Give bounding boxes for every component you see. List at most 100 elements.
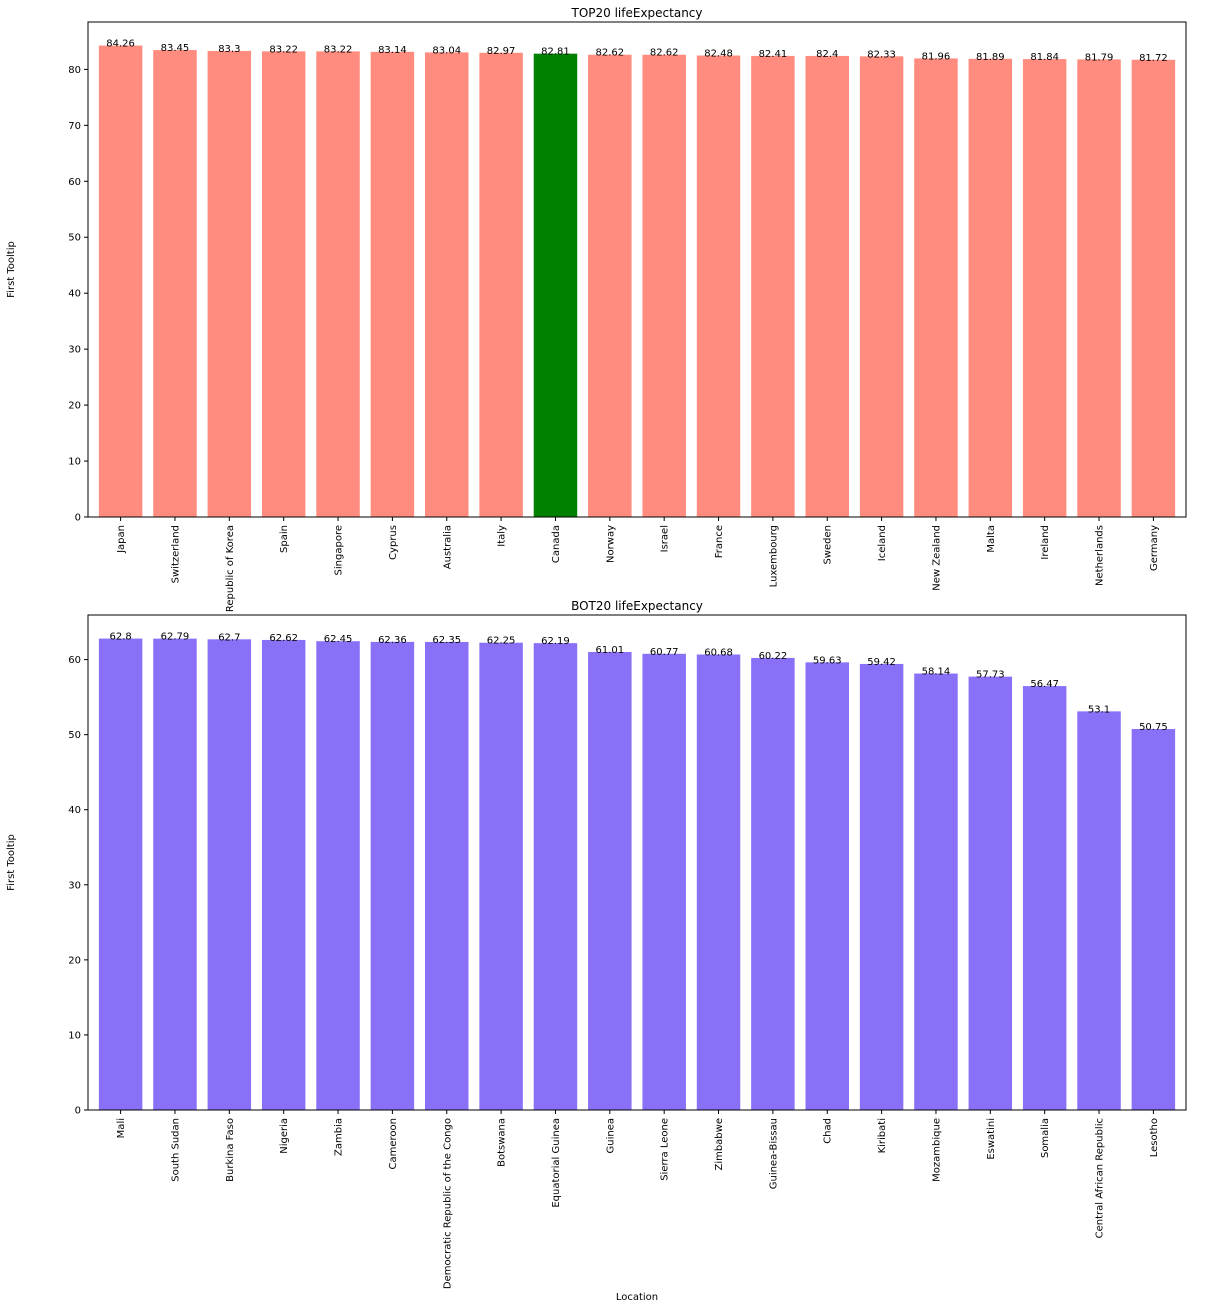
bar (968, 58, 1013, 518)
bar (642, 653, 686, 1110)
bar (588, 54, 632, 517)
top20-chart: TOP20 lifeExpectancy First Tooltip 0 10 20… (6, 6, 1187, 612)
bar (533, 643, 578, 1110)
x-tick-label: South Sudan (170, 1118, 181, 1182)
x-tick-label: Canada (551, 525, 562, 563)
y-tick-label: 50 (68, 233, 81, 244)
y-tick-label: 10 (68, 1030, 81, 1041)
bar-value-label: 82.48 (704, 49, 733, 60)
y-tick-label: 10 (68, 457, 81, 468)
bar (859, 663, 904, 1110)
bar (751, 657, 795, 1110)
x-tick-label: Zambia (334, 1118, 345, 1156)
x-tick-label: Central African Republic (1095, 1118, 1106, 1238)
bar-value-label: 61.01 (596, 645, 625, 656)
bar-value-label: 60.68 (704, 647, 733, 658)
bar-value-label: 60.22 (759, 651, 788, 662)
x-tick-label: Democratic Republic of the Congo (442, 1118, 453, 1289)
bar-value-label: 83.45 (161, 43, 190, 54)
bars (98, 638, 1176, 1110)
bar-value-label: 59.42 (867, 657, 896, 668)
x-tick-label: Luxembourg (768, 525, 779, 587)
plot-frame (87, 21, 1187, 518)
bar-value-label: 81.79 (1085, 52, 1114, 63)
x-tick-label: Singapore (334, 525, 345, 575)
x-tick-label: Chad (823, 1118, 834, 1144)
x-tick-label: Botswana (497, 1118, 508, 1167)
y-tick-label: 70 (68, 121, 81, 132)
bar-value-label: 58.14 (922, 667, 951, 678)
bars (98, 45, 1176, 518)
bar-value-label: 82.62 (650, 48, 679, 59)
bar (479, 52, 523, 518)
bar (696, 55, 741, 518)
bar-value-label: 59.63 (813, 655, 842, 666)
y-tick-label: 60 (68, 655, 81, 666)
bar-value-label: 81.96 (922, 51, 951, 62)
y-tick-label: 20 (68, 955, 81, 966)
x-tick-label: Burkina Faso (225, 1118, 236, 1182)
bar-value-label: 83.22 (324, 44, 353, 55)
bar-value-label: 62.8 (109, 632, 131, 643)
bar (316, 641, 360, 1110)
y-tick-label: 50 (68, 730, 81, 741)
bar (370, 51, 415, 518)
y-tick-label: 40 (68, 805, 81, 816)
bar (533, 53, 578, 517)
bar (1077, 59, 1121, 518)
bar-value-label: 53.1 (1088, 704, 1110, 715)
x-tick-label: Eswatini (986, 1118, 997, 1160)
bar-value-label: 50.75 (1139, 722, 1168, 733)
x-tick-label: Mozambique (931, 1118, 942, 1182)
bar (1022, 59, 1067, 517)
bar-value-label: 57.73 (976, 670, 1005, 681)
x-tick-label: Malta (986, 525, 997, 553)
y-tick-label: 30 (68, 345, 81, 356)
bar (261, 639, 306, 1110)
x-axis-ticks: Mali South Sudan Burkina Faso Nigeria Zambia… (116, 1110, 1160, 1289)
bar (805, 662, 849, 1110)
plot-frame (87, 614, 1187, 1111)
x-tick-label: Cyprus (388, 525, 399, 560)
bar-value-label: 81.89 (976, 52, 1005, 63)
bar (425, 52, 469, 518)
bar-value-label: 56.47 (1030, 679, 1059, 690)
x-tick-label: Ireland (1040, 525, 1051, 560)
bar (370, 641, 415, 1110)
bar-value-label: 62.7 (218, 632, 240, 643)
x-tick-label: Sweden (823, 525, 834, 565)
bar (914, 673, 958, 1110)
y-axis-label: First Tooltip (6, 834, 17, 891)
bar (914, 58, 958, 518)
bar (859, 56, 904, 518)
bar-value-label: 62.62 (269, 633, 298, 644)
bar-value-label: 62.45 (324, 634, 353, 645)
bar (207, 50, 252, 517)
bar (1131, 59, 1176, 518)
bar-value-label: 83.3 (218, 44, 240, 55)
x-tick-label: Italy (497, 525, 508, 547)
bar-value-label: 82.4 (816, 49, 838, 60)
x-tick-label: Switzerland (170, 525, 181, 583)
bar-value-labels: 62.8 62.79 62.7 62.62 62.45 62.36 62.35 62.25 62… (109, 632, 1167, 733)
bar-value-label: 62.79 (161, 632, 190, 643)
x-tick-label: Lesotho (1149, 1118, 1160, 1157)
x-tick-label: Norway (605, 525, 616, 563)
bar (805, 55, 849, 517)
bar (1022, 686, 1067, 1110)
x-tick-label: Zimbabwe (714, 1118, 725, 1171)
bar-value-label: 62.19 (541, 636, 570, 647)
bar-value-label: 62.36 (378, 635, 407, 646)
x-tick-label: Spain (279, 525, 290, 553)
bar-value-labels: 84.26 83.45 83.3 83.22 83.22 83.14 83.04 82.97 8… (106, 39, 1167, 64)
x-tick-label: Germany (1149, 525, 1160, 571)
y-tick-label: 0 (75, 513, 81, 524)
x-tick-label: Guinea-Bissau (768, 1118, 779, 1189)
x-tick-label: Equatorial Guinea (551, 1118, 562, 1208)
bar-value-label: 81.84 (1030, 52, 1059, 63)
y-tick-label: 40 (68, 289, 81, 300)
bar (479, 642, 523, 1110)
x-tick-label: Cameroon (388, 1118, 399, 1169)
y-tick-label: 30 (68, 880, 81, 891)
y-axis-ticks: 0 10 20 30 40 50 60 70 80 (68, 65, 88, 524)
